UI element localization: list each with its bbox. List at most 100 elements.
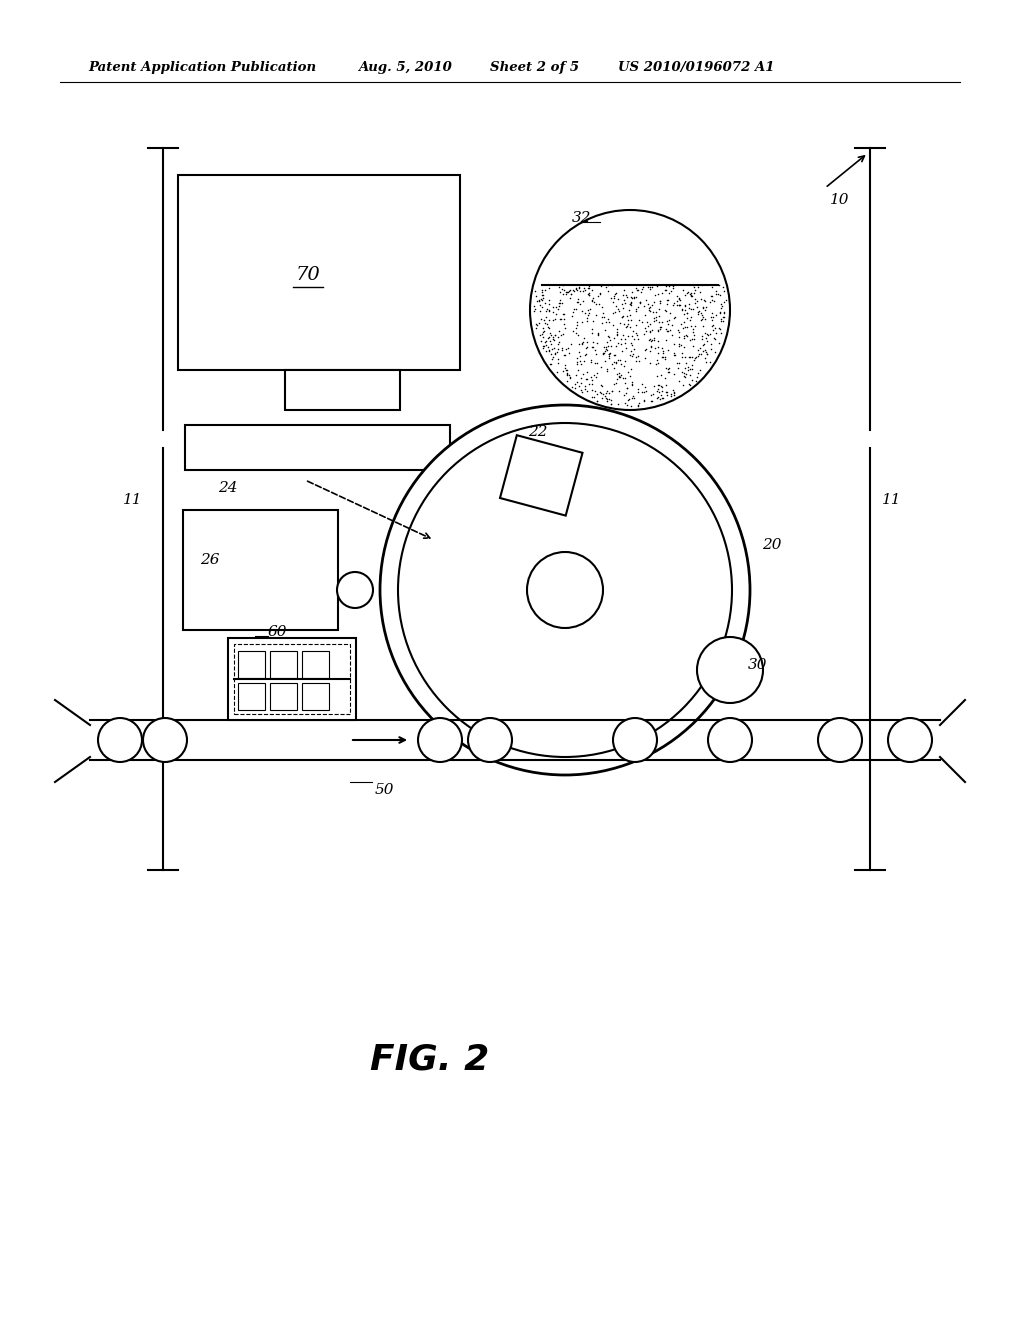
Point	[616, 355, 633, 376]
Bar	[178, 176, 460, 370]
Point	[679, 356, 695, 378]
Point	[588, 343, 604, 364]
Point	[642, 301, 658, 322]
Point	[578, 343, 594, 364]
Point	[671, 322, 687, 343]
Point	[626, 388, 642, 409]
Point	[649, 276, 666, 297]
Point	[600, 343, 616, 364]
Point	[650, 284, 667, 305]
Point	[715, 276, 731, 297]
Point	[605, 351, 622, 372]
Point	[605, 374, 622, 395]
Point	[612, 313, 629, 334]
Point	[715, 294, 731, 315]
Point	[584, 289, 600, 310]
Point	[626, 329, 642, 350]
Point	[540, 314, 556, 335]
Point	[581, 302, 597, 323]
Point	[545, 296, 561, 317]
Point	[554, 284, 570, 305]
Point	[642, 314, 658, 335]
Point	[584, 374, 600, 395]
Point	[617, 372, 634, 393]
Point	[570, 289, 587, 310]
Point	[631, 378, 647, 399]
Point	[558, 362, 574, 383]
Point	[697, 290, 714, 312]
Point	[701, 351, 718, 372]
Point	[586, 292, 602, 313]
Point	[542, 277, 558, 298]
Point	[551, 293, 567, 314]
Point	[553, 279, 569, 300]
Point	[579, 308, 595, 329]
Point	[630, 396, 646, 417]
Point	[541, 310, 557, 331]
Point	[698, 330, 715, 351]
Point	[638, 321, 654, 342]
Point	[599, 391, 615, 412]
Point	[603, 393, 620, 414]
Point	[551, 282, 567, 304]
Point	[686, 348, 702, 370]
Point	[595, 342, 611, 363]
Point	[705, 289, 721, 310]
Point	[597, 341, 613, 362]
Point	[614, 293, 631, 314]
Point	[621, 388, 637, 409]
Point	[703, 315, 720, 337]
Point	[623, 341, 639, 362]
Point	[630, 329, 646, 350]
Point	[541, 294, 557, 315]
Text: 70: 70	[296, 267, 321, 284]
Point	[554, 337, 570, 358]
Point	[623, 396, 639, 417]
Point	[682, 309, 698, 330]
Point	[624, 375, 640, 396]
Point	[600, 275, 616, 296]
Point	[673, 314, 689, 335]
Point	[528, 314, 545, 335]
Point	[536, 309, 552, 330]
Point	[651, 290, 668, 312]
Point	[677, 300, 693, 321]
Point	[535, 335, 551, 356]
Point	[610, 366, 627, 387]
Point	[667, 381, 683, 403]
Point	[528, 290, 545, 312]
Point	[669, 352, 685, 374]
Text: Aug. 5, 2010: Aug. 5, 2010	[358, 62, 452, 74]
Point	[594, 306, 610, 327]
Point	[623, 294, 639, 315]
Point	[641, 329, 657, 350]
Point	[653, 364, 670, 385]
Point	[572, 379, 589, 400]
Point	[630, 280, 646, 301]
Point	[622, 315, 638, 337]
Point	[584, 370, 600, 391]
Point	[562, 284, 579, 305]
Point	[646, 310, 663, 331]
Point	[594, 302, 610, 323]
Point	[564, 321, 581, 342]
Point	[577, 280, 593, 301]
Point	[683, 315, 699, 337]
Point	[606, 301, 623, 322]
Circle shape	[398, 422, 732, 756]
Point	[527, 280, 544, 301]
Point	[534, 285, 550, 306]
Point	[542, 318, 558, 339]
Point	[594, 313, 610, 334]
Point	[713, 323, 729, 345]
Point	[583, 350, 599, 371]
Point	[700, 325, 717, 346]
Point	[581, 284, 597, 305]
Point	[562, 367, 579, 388]
Point	[660, 275, 677, 296]
Point	[639, 312, 655, 333]
Point	[606, 358, 623, 379]
Point	[556, 304, 572, 325]
Point	[551, 296, 567, 317]
Point	[611, 367, 628, 388]
